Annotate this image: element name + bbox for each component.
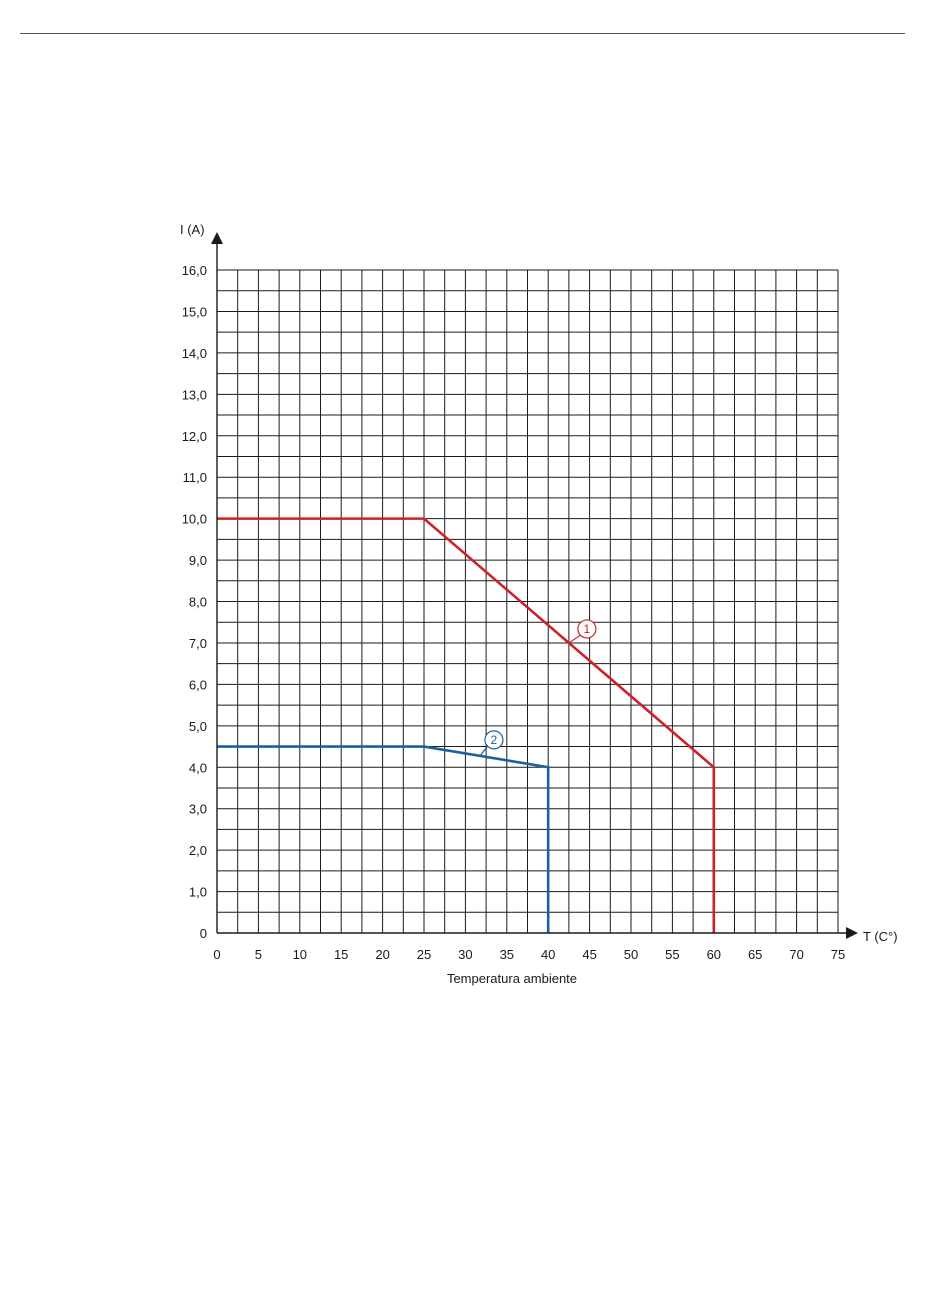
y-tick-label: 1,0 [189,885,207,900]
x-tick-label: 60 [707,947,721,962]
y-tick-label: 7,0 [189,636,207,651]
x-tick-label: 45 [582,947,596,962]
x-tick-label: 20 [375,947,389,962]
callout-number: 1 [584,622,591,636]
y-tick-label: 9,0 [189,553,207,568]
y-tick-label: 8,0 [189,595,207,610]
x-tick-label: 25 [417,947,431,962]
series-callouts: 12 [479,619,597,757]
y-tick-label: 6,0 [189,677,207,692]
x-tick-label: 30 [458,947,472,962]
x-axis-title: Temperatura ambiente [447,971,577,986]
y-tick-label: 13,0 [182,387,207,402]
chart-axes [211,232,858,939]
callout-circle [484,730,504,750]
callout-circle [577,619,597,639]
x-tick-label: 50 [624,947,638,962]
x-tick-label: 15 [334,947,348,962]
x-axis-arrow-icon [846,927,858,939]
y-tick-label: 11,0 [183,470,207,485]
y-tick-label: 5,0 [189,719,207,734]
x-tick-label: 75 [831,947,845,962]
x-tick-labels: 0 5 10 15 20 25 30 35 40 45 50 55 60 65 70 75 [213,947,845,962]
x-tick-label: 0 [213,947,220,962]
callout-number: 2 [491,733,498,747]
y-axis-unit-label: I (A) [180,222,205,237]
x-tick-label: 35 [500,947,514,962]
y-tick-label: 0 [200,926,207,941]
y-axis-arrow-icon [211,232,223,244]
callout-leader [479,745,489,757]
x-tick-label: 40 [541,947,555,962]
series-line-2 [217,745,550,933]
y-tick-label: 12,0 [182,429,207,444]
x-tick-label: 70 [789,947,803,962]
callout-leader [568,634,582,644]
x-axis-unit-label: T (C°) [863,929,898,944]
x-tick-label: 10 [293,947,307,962]
y-tick-label: 4,0 [189,760,207,775]
x-tick-label: 55 [665,947,679,962]
y-tick-label: 3,0 [189,802,207,817]
chart-grid [216,269,839,934]
y-tick-labels: 0 1,0 2,0 3,0 4,0 5,0 6,0 7,0 8,0 9,0 10,0 11,0 12,0… [182,263,207,941]
page-top-rule [20,33,905,34]
y-tick-label: 15,0 [182,304,207,319]
y-tick-label: 16,0 [182,263,207,278]
y-tick-label: 2,0 [189,843,207,858]
y-tick-label: 10,0 [182,512,207,527]
y-tick-label: 14,0 [182,346,207,361]
x-tick-label: 65 [748,947,762,962]
x-tick-label: 5 [255,947,262,962]
